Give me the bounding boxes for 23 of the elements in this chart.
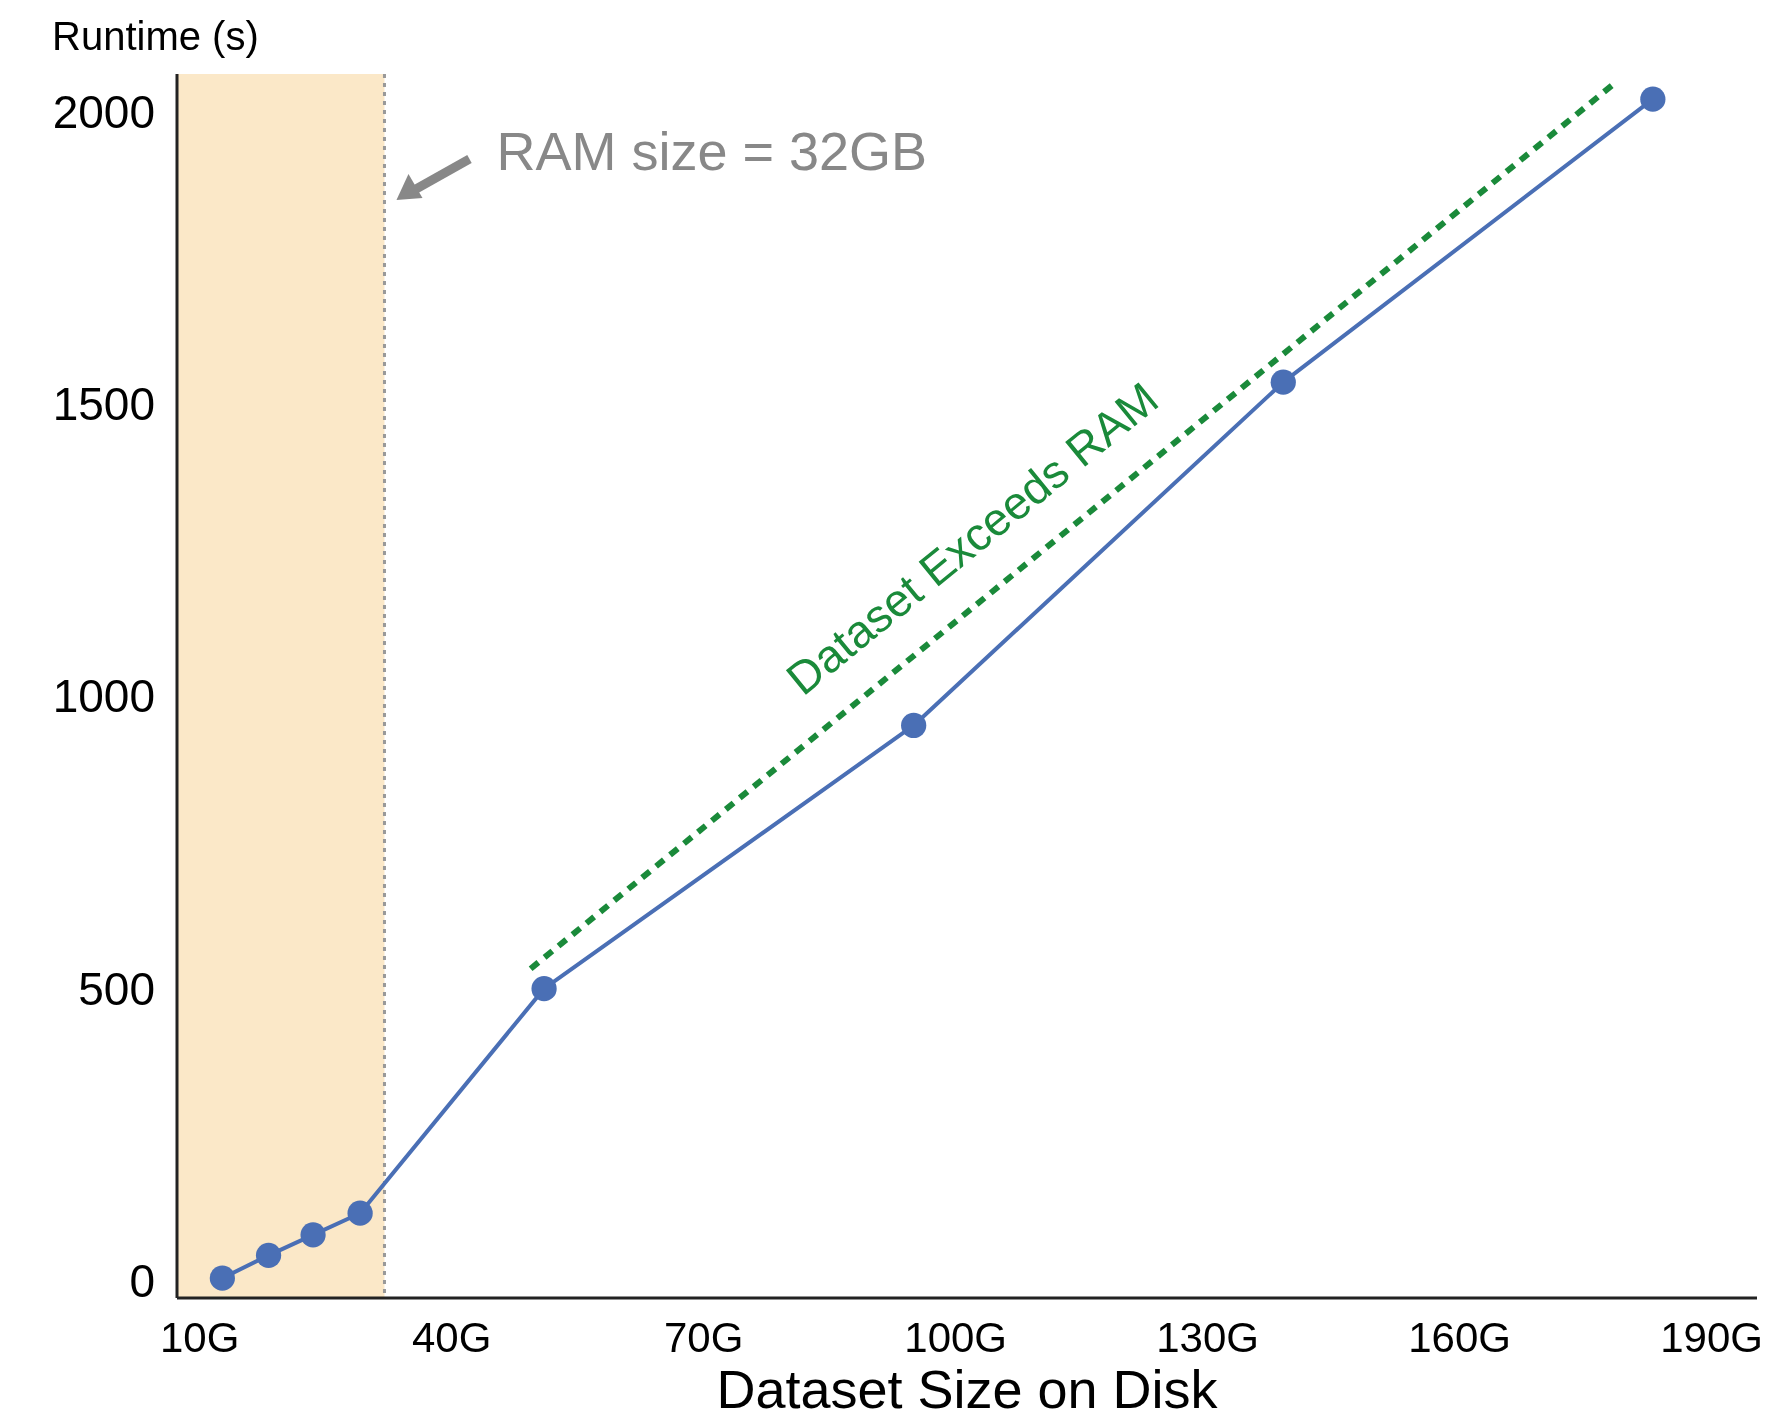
point xyxy=(209,1265,235,1291)
ref-line-label: RAM size = 32GB xyxy=(496,121,928,181)
x-tick-label: 70G xyxy=(663,1314,744,1361)
point xyxy=(1270,369,1296,395)
x-axis-title: Dataset Size on Disk xyxy=(716,1359,1219,1419)
x-tick-label: 160G xyxy=(1408,1314,1512,1361)
point xyxy=(901,712,927,739)
point xyxy=(531,976,557,1002)
x-tick-label: 40G xyxy=(411,1314,492,1361)
point xyxy=(1640,86,1666,112)
y-tick-label: 2000 xyxy=(52,85,155,138)
x-tick-label: 190G xyxy=(1660,1314,1764,1361)
y-tick-label: 1000 xyxy=(52,670,155,723)
x-tick-label: 130G xyxy=(1156,1314,1260,1361)
x-tick-label: 10G xyxy=(159,1314,240,1361)
point xyxy=(255,1242,282,1268)
y-tick-label: 1500 xyxy=(52,377,155,430)
x-tick-label: 100G xyxy=(904,1314,1008,1361)
point xyxy=(300,1222,326,1248)
y-axis-title: Runtime (s) xyxy=(52,14,259,58)
point xyxy=(347,1200,373,1226)
y-tick-label: 0 xyxy=(129,1255,155,1308)
y-tick-label: 500 xyxy=(78,962,155,1015)
